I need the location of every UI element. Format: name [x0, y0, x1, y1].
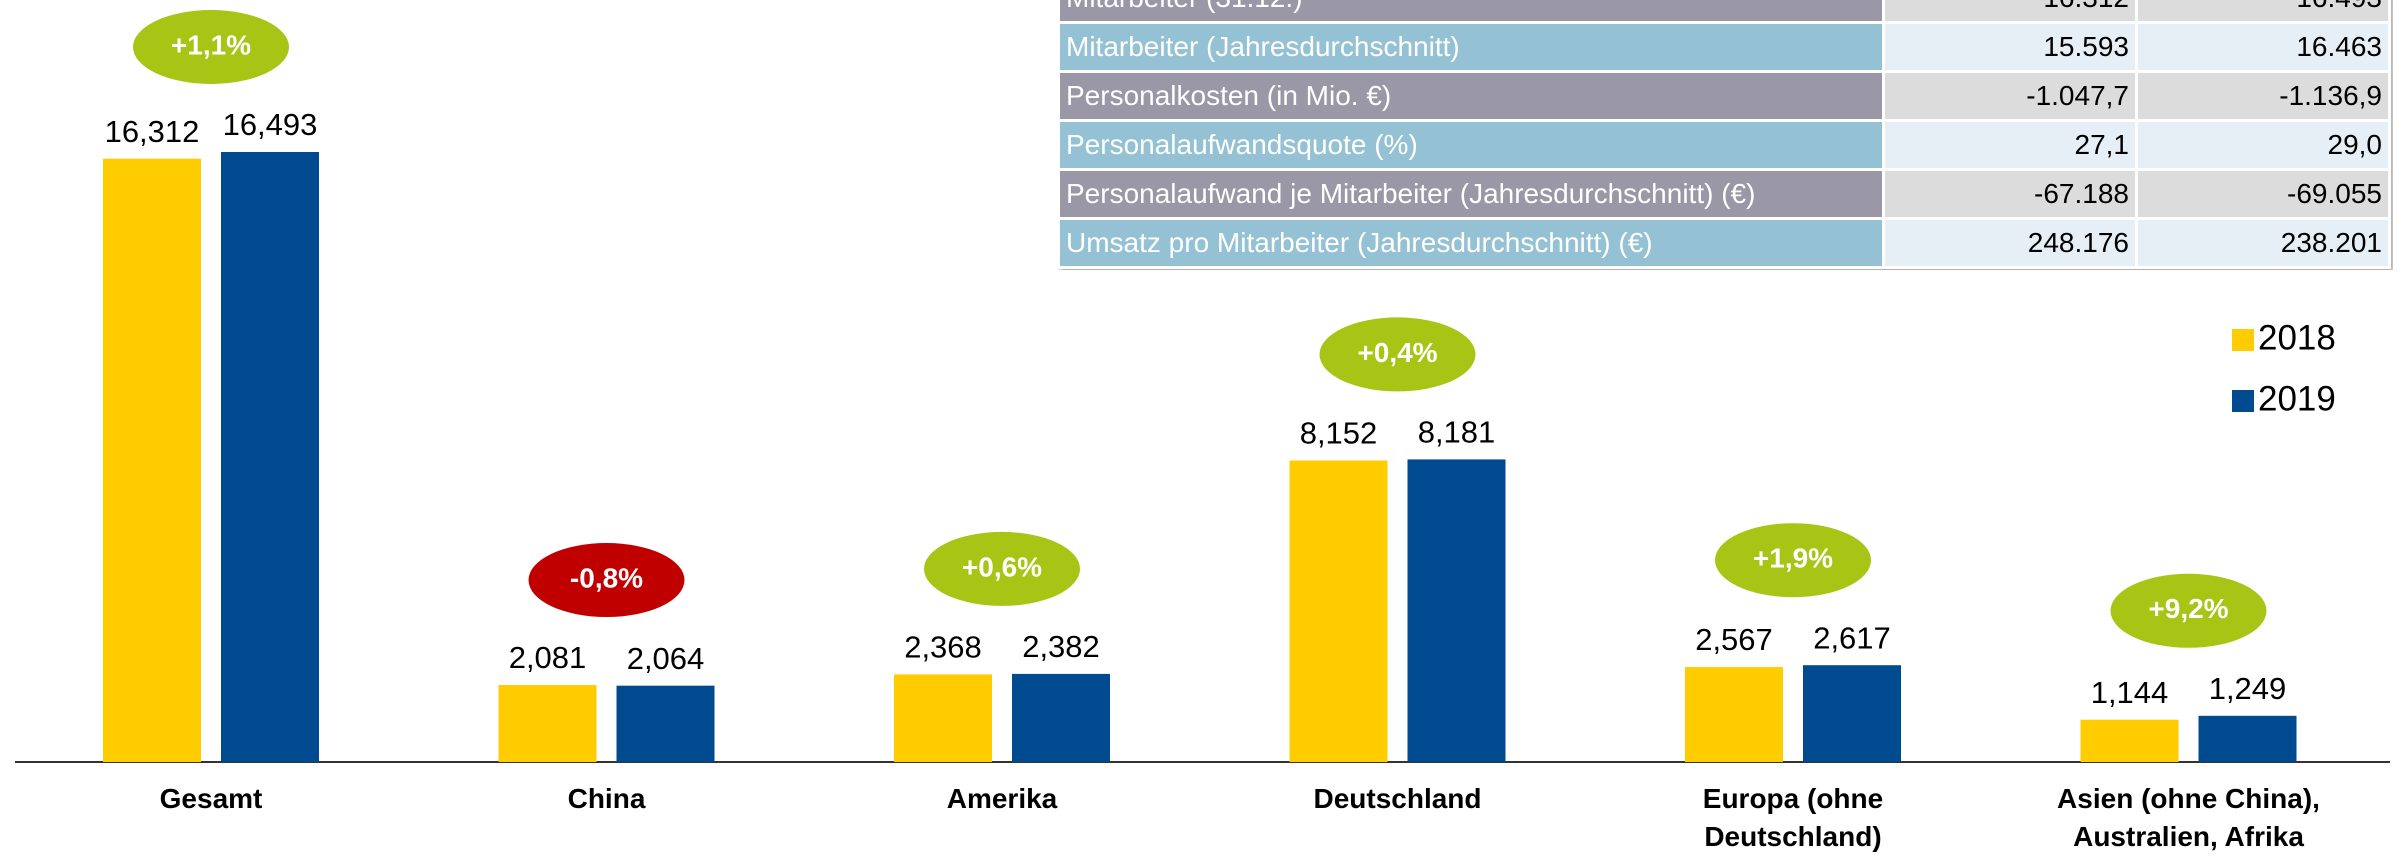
- cell: 238.201: [2138, 220, 2388, 266]
- value-label: 2,567: [1695, 622, 1773, 657]
- bar: [1289, 460, 1388, 762]
- row-label: Umsatz pro Mitarbeiter (Jahresdurchschni…: [1060, 220, 1882, 266]
- category-label: Asien (ohne China), Australien, Afrika: [2057, 783, 2320, 852]
- value-label: 1,249: [2209, 671, 2287, 706]
- change-label: +1,9%: [1753, 543, 1833, 574]
- value-label: 16,493: [223, 107, 318, 142]
- cell: -67.188: [1885, 171, 2135, 217]
- value-label: 2,382: [1022, 629, 1100, 664]
- category-line: Deutschland: [1313, 783, 1481, 814]
- category-line: Gesamt: [160, 783, 263, 814]
- value-label: 2,064: [627, 641, 705, 676]
- data-table: Mitarbeiter (31.12.)16.31216.493Mitarbei…: [1057, 0, 2393, 270]
- value-label: 2,368: [904, 630, 982, 665]
- legend-label: 2019: [2258, 379, 2336, 418]
- bar: [1685, 667, 1783, 762]
- value-label: 2,081: [509, 640, 587, 675]
- legend-swatch: [2232, 329, 2254, 351]
- legend-label: 2018: [2258, 318, 2336, 357]
- cell: -1.047,7: [1885, 73, 2135, 119]
- change-badge: [1319, 317, 1476, 392]
- value-label: 16,312: [105, 114, 200, 149]
- change-label: +9,2%: [2148, 593, 2228, 624]
- bar: [1803, 665, 1901, 762]
- category-line: Asien (ohne China),: [2057, 783, 2320, 814]
- category-label: China: [568, 783, 646, 814]
- bar: [1012, 673, 1110, 762]
- bar: [2080, 719, 2179, 762]
- cell: -69.055: [2138, 171, 2388, 217]
- table-row: Personalkosten (in Mio. €) -1.047,7 -1.136…: [1060, 73, 2388, 119]
- bar: [894, 674, 992, 762]
- category-label: Amerika: [947, 783, 1058, 814]
- change-label: +0,4%: [1357, 337, 1437, 368]
- cell: 27,1: [1885, 122, 2135, 168]
- cell: 248.176: [1885, 220, 2135, 266]
- cell: 15.593: [1885, 24, 2135, 70]
- row-label: Personalaufwand je Mitarbeiter (Jahresdu…: [1060, 171, 1882, 217]
- category-line: Australien, Afrika: [2073, 821, 2304, 852]
- change-badge: [133, 10, 289, 84]
- cell: 16.463: [2138, 24, 2388, 70]
- change-badge: [924, 531, 1080, 606]
- value-label: 1,144: [2091, 675, 2169, 710]
- category-line: China: [568, 783, 646, 814]
- value-label: 8,152: [1300, 416, 1378, 451]
- change-badge: [1715, 523, 1871, 598]
- cell: 29,0: [2138, 122, 2388, 168]
- category-line: Amerika: [947, 783, 1058, 814]
- row-label: Mitarbeiter (Jahresdurchschnitt): [1060, 24, 1882, 70]
- value-label: 2,617: [1813, 620, 1891, 655]
- bar: [498, 685, 597, 762]
- table-row: Umsatz pro Mitarbeiter (Jahresdurchschni…: [1060, 220, 2388, 266]
- bar: [103, 158, 201, 763]
- change-label: +1,1%: [171, 29, 251, 60]
- category-label: Europa (ohne Deutschland): [1703, 783, 1883, 852]
- cell: 16.493: [2138, 0, 2388, 21]
- table-row: Personalaufwand je Mitarbeiter (Jahresdu…: [1060, 171, 2388, 217]
- category-label: Gesamt: [160, 783, 263, 814]
- table-row: Personalaufwandsquote (%) 27,1 29,0: [1060, 122, 2388, 168]
- row-label: Mitarbeiter (31.12.): [1060, 0, 1882, 21]
- change-badge: [528, 543, 685, 618]
- bar: [616, 685, 715, 762]
- cell: 16.312: [1885, 0, 2135, 21]
- bar: [2198, 715, 2297, 762]
- change-label: +0,6%: [962, 551, 1042, 582]
- row-label: Personalkosten (in Mio. €): [1060, 73, 1882, 119]
- table: Mitarbeiter (31.12.)16.31216.493Mitarbei…: [1057, 0, 2391, 269]
- bar: [221, 152, 319, 762]
- category-label: Deutschland: [1313, 783, 1481, 814]
- value-label: 8,181: [1418, 415, 1496, 450]
- table-row: Mitarbeiter (Jahresdurchschnitt) 15.593 16…: [1060, 24, 2388, 70]
- category-line: Europa (ohne: [1703, 783, 1883, 814]
- cell: -1.136,9: [2138, 73, 2388, 119]
- bar: [1407, 459, 1506, 762]
- legend-swatch: [2232, 390, 2254, 412]
- row-label: Personalaufwandsquote (%): [1060, 122, 1882, 168]
- change-badge: [2110, 573, 2267, 648]
- change-label: -0,8%: [570, 562, 643, 593]
- category-line: Deutschland): [1704, 821, 1881, 852]
